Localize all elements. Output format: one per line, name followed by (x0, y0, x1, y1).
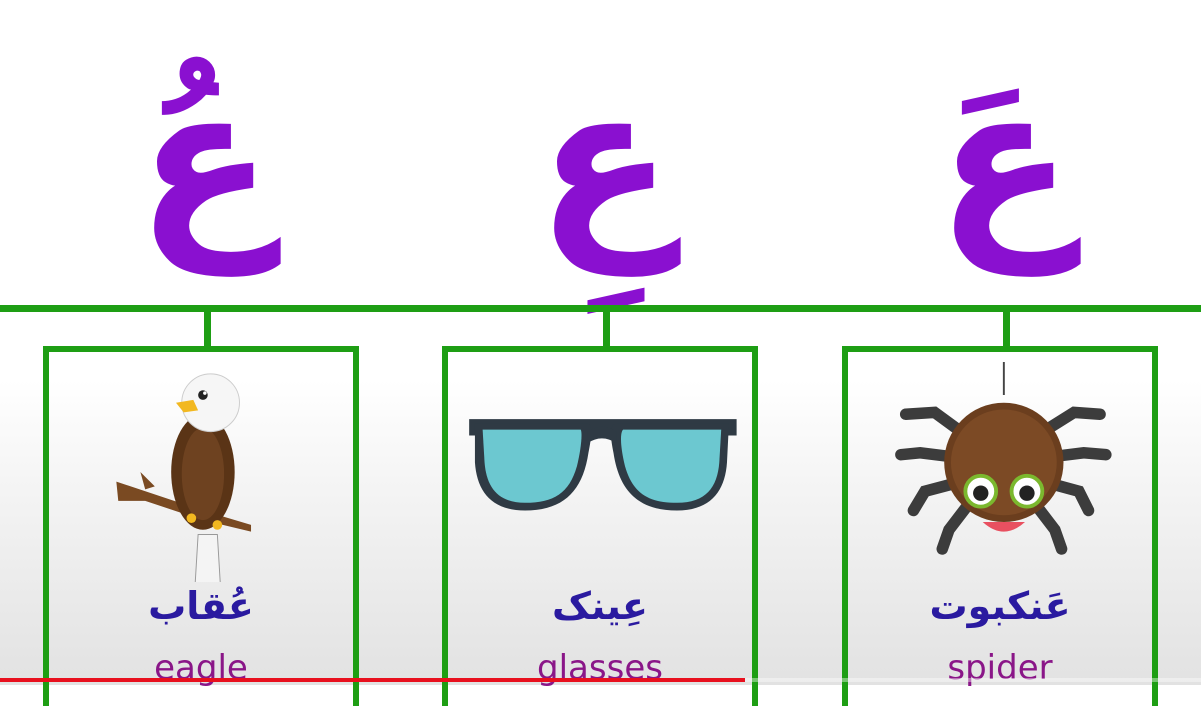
connector-horizontal-line (0, 305, 1201, 312)
video-progress-bar[interactable] (0, 678, 1201, 682)
connector-line-eagle (204, 310, 211, 350)
card-word-arabic: عُقاب (148, 584, 254, 628)
letter-ain-kasra: عِ (455, 40, 755, 280)
letter-ain-damma: عُ (55, 40, 355, 280)
letter-glyph: عِ (536, 43, 674, 276)
connector-line-glasses (603, 310, 610, 350)
card-word-arabic: عَنکبوت (929, 584, 1071, 628)
card-eagle: عُقاب eagle (43, 346, 359, 706)
connector-line-spider (1003, 310, 1010, 350)
letter-glyph: عُ (136, 43, 274, 276)
card-word-english: eagle (154, 648, 248, 688)
card-spider: عَنکبوت spider (842, 346, 1158, 706)
eagle-icon (116, 373, 252, 582)
glasses-icon (469, 419, 737, 511)
letter-ain-fatha: عَ (855, 40, 1155, 280)
letter-glyph: عَ (936, 43, 1074, 276)
card-word-arabic: عِینک (552, 584, 648, 628)
spider-icon (895, 362, 1112, 555)
card-word-english: glasses (537, 648, 663, 688)
video-progress-fill (0, 678, 745, 682)
card-glasses: عِینک glasses (442, 346, 758, 706)
card-word-english: spider (947, 648, 1053, 688)
